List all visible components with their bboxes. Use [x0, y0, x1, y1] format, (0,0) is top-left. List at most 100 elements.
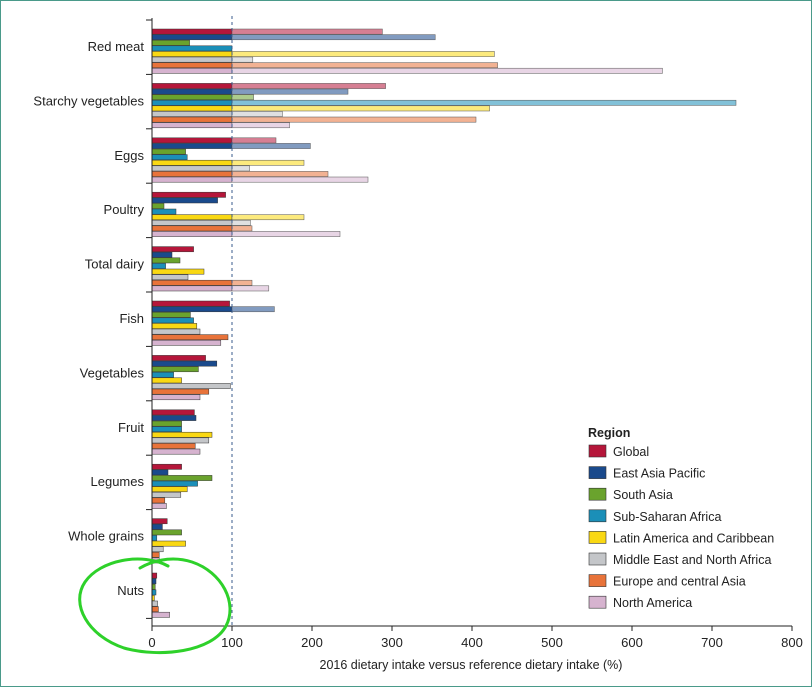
category-labels: Red meat Starchy vegetables Eggs Poultry Tot…: [33, 39, 144, 598]
bar-poultry-middle-east-and-north-africa-within-reference: [151, 219, 233, 226]
bar-starchy-vegetables-global-above-reference: [231, 83, 386, 89]
bar-eggs-middle-east-and-north-africa: [151, 165, 250, 172]
bar-eggs-latin-america-and-caribbean-within-reference: [151, 159, 233, 166]
bar-vegetables-global: [151, 355, 206, 361]
bar-total-dairy-sub-saharan-africa: [151, 263, 166, 269]
bar-legumes-east-asia-pacific: [151, 469, 169, 476]
x-tick-label: 800: [781, 635, 803, 650]
bar-total-dairy-middle-east-and-north-africa: [151, 274, 189, 281]
legend-item-north-america: North America: [588, 595, 692, 610]
bar-starchy-vegetables-middle-east-and-north-africa: [151, 111, 283, 117]
bar-legumes-middle-east-and-north-africa: [151, 491, 182, 498]
x-tick-label: 500: [541, 635, 563, 650]
bar-starchy-vegetables-east-asia-pacific: [151, 88, 349, 95]
bar-red-meat-latin-america-and-caribbean-within-reference: [151, 51, 233, 57]
category-label-legumes: Legumes: [91, 474, 145, 489]
bar-starchy-vegetables-latin-america-and-caribbean: [151, 105, 490, 112]
bar-total-dairy-south-asia: [151, 257, 181, 264]
bar-poultry-latin-america-and-caribbean-within-reference: [151, 214, 233, 221]
legend-swatch: [588, 574, 607, 587]
legend-item-latin-america-and-caribbean: Latin America and Caribbean: [588, 531, 774, 545]
bar-total-dairy-north-america: [151, 285, 270, 292]
category-label-fruit: Fruit: [118, 420, 144, 435]
bar-eggs-east-asia-pacific-within-reference: [151, 143, 233, 149]
legend-label: South Asia: [613, 488, 673, 502]
category-label-eggs: Eggs: [114, 148, 144, 163]
bar-fruit-europe-and-central-asia: [151, 443, 196, 449]
bar-fruit-north-america: [151, 448, 201, 455]
bar-poultry-middle-east-and-north-africa: [151, 219, 251, 226]
bar-red-meat-global-within-reference: [151, 28, 233, 35]
bar-fish-middle-east-and-north-africa: [151, 328, 201, 335]
bar-vegetables-middle-east-and-north-africa: [151, 383, 231, 389]
category-label-fish: Fish: [119, 311, 144, 326]
bar-eggs-global-within-reference: [151, 137, 233, 144]
bar-total-dairy-east-asia-pacific: [151, 251, 173, 258]
bar-vegetables-sub-saharan-africa: [151, 371, 174, 378]
bar-red-meat-global-above-reference: [231, 28, 383, 35]
bar-poultry-europe-and-central-asia: [151, 225, 253, 232]
bars-layer: [151, 28, 737, 618]
bar-legumes-europe-and-central-asia: [151, 497, 166, 504]
bar-vegetables-south-asia: [151, 366, 199, 373]
bar-eggs-north-america-within-reference: [151, 176, 233, 183]
legend-label: Sub-Saharan Africa: [613, 510, 721, 524]
x-tick-label: 700: [701, 635, 723, 650]
bar-nuts-sub-saharan-africa: [151, 589, 157, 596]
bar-total-dairy-north-america-within-reference: [151, 285, 233, 292]
bar-whole-grains-south-asia: [151, 529, 182, 536]
bar-eggs-east-asia-pacific: [151, 143, 311, 149]
bar-poultry-north-america-above-reference: [231, 231, 341, 237]
category-label-total-dairy: Total dairy: [85, 257, 145, 272]
bar-total-dairy-latin-america-and-caribbean: [151, 268, 205, 275]
annotation-circle: [78, 557, 232, 655]
bar-nuts-east-asia-pacific: [151, 578, 157, 585]
category-label-vegetables: Vegetables: [80, 365, 145, 380]
legend-swatch: [588, 487, 607, 501]
x-tick-label: 100: [221, 635, 243, 650]
bar-starchy-vegetables-europe-and-central-asia-within-reference: [151, 116, 233, 123]
x-tick-label: 300: [381, 635, 403, 650]
bar-whole-grains-sub-saharan-africa: [151, 535, 158, 541]
bar-red-meat-north-america: [151, 67, 663, 74]
bar-nuts-europe-and-central-asia: [151, 606, 159, 613]
bar-eggs-latin-america-and-caribbean: [151, 159, 305, 166]
bar-eggs-middle-east-and-north-africa-above-reference: [231, 165, 250, 172]
bar-starchy-vegetables-sub-saharan-africa: [151, 99, 737, 106]
bar-whole-grains-europe-and-central-asia: [151, 551, 160, 558]
legend-label: Latin America and Caribbean: [613, 531, 774, 545]
bar-fish-east-asia-pacific-within-reference: [151, 306, 233, 313]
bar-starchy-vegetables-south-asia: [151, 94, 254, 101]
bar-fish-global: [151, 300, 230, 307]
legend-item-sub-saharan-africa: Sub-Saharan Africa: [588, 509, 721, 524]
bar-fish-east-asia-pacific: [151, 306, 275, 313]
x-tick-label: 600: [621, 635, 643, 650]
bar-red-meat-global: [151, 28, 383, 35]
bar-starchy-vegetables-east-asia-pacific-above-reference: [231, 88, 349, 95]
bar-red-meat-sub-saharan-africa: [151, 45, 233, 52]
bar-fish-north-america: [151, 339, 222, 346]
bar-starchy-vegetables-north-america-within-reference: [151, 122, 233, 129]
bar-fruit-middle-east-and-north-africa: [151, 437, 210, 444]
bar-whole-grains-middle-east-and-north-africa: [151, 546, 164, 553]
bar-vegetables-north-america: [151, 394, 201, 401]
x-tick-label: 400: [461, 635, 483, 650]
bar-legumes-sub-saharan-africa: [151, 480, 198, 487]
x-axis-title: 2016 dietary intake versus reference die…: [320, 658, 623, 672]
bar-red-meat-middle-east-and-north-africa-within-reference: [151, 56, 233, 63]
bar-red-meat-latin-america-and-caribbean: [151, 51, 495, 57]
category-label-starchy-vegetables: Starchy vegetables: [33, 93, 144, 108]
legend-item-east-asia-pacific: East Asia Pacific: [588, 466, 705, 481]
bar-poultry-europe-and-central-asia-within-reference: [151, 225, 233, 232]
bar-fish-europe-and-central-asia: [151, 334, 229, 341]
bar-legumes-latin-america-and-caribbean: [151, 486, 188, 493]
bar-total-dairy-north-america-above-reference: [231, 285, 270, 292]
bar-eggs-global-above-reference: [231, 137, 277, 144]
bar-starchy-vegetables-sub-saharan-africa-within-reference: [151, 99, 233, 106]
bar-red-meat-east-asia-pacific-within-reference: [151, 34, 233, 41]
bar-red-meat-north-america-within-reference: [151, 67, 233, 74]
legend-item-middle-east-and-north-africa: Middle East and North Africa: [588, 552, 771, 567]
legend-swatch: [588, 552, 607, 566]
bar-starchy-vegetables-global: [151, 83, 386, 89]
